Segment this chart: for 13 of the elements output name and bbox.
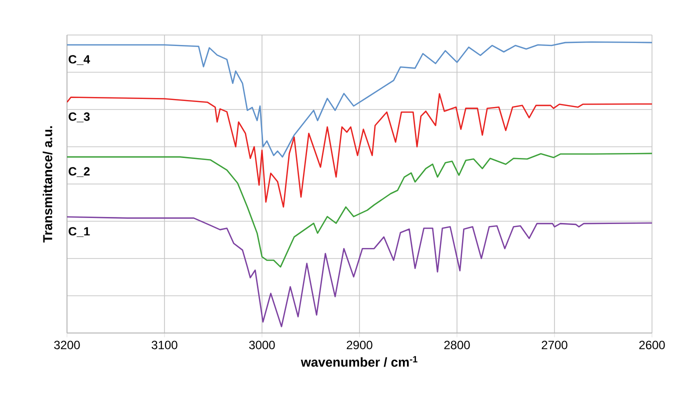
x-tick-label: 3100 bbox=[152, 340, 178, 350]
x-tick-label: 2600 bbox=[639, 340, 665, 350]
x-tick-label: 3000 bbox=[249, 340, 275, 350]
x-tick-label: 2700 bbox=[542, 340, 568, 350]
y-axis-title: Transmittance/ a.u. bbox=[42, 126, 52, 243]
series-label: C_4 bbox=[68, 55, 90, 65]
x-tick-label: 2900 bbox=[346, 340, 372, 350]
series-label: C_3 bbox=[68, 112, 90, 122]
series-label: C_1 bbox=[68, 227, 90, 237]
x-tick-label: 2800 bbox=[444, 340, 470, 350]
series-label: C_2 bbox=[68, 167, 90, 177]
x-tick-label: 3200 bbox=[54, 340, 80, 350]
x-axis-title: wavenumber / cm$^{-1}$ bbox=[300, 356, 418, 367]
